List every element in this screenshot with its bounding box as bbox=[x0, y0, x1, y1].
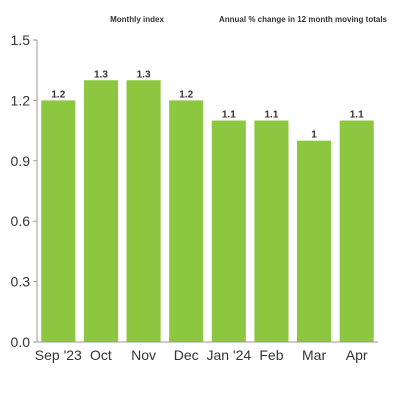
bar bbox=[41, 100, 76, 343]
data-label: 1 bbox=[311, 130, 317, 141]
data-label: 1.2 bbox=[51, 89, 65, 100]
bar bbox=[126, 80, 161, 343]
y-tick-label: 1.5 bbox=[11, 32, 31, 48]
bar bbox=[254, 120, 289, 343]
x-tick-label: Dec bbox=[174, 347, 199, 363]
data-label: 1.1 bbox=[350, 110, 364, 121]
y-axis: 0.0 0.3 0.6 0.9 1.2 1.5 bbox=[11, 32, 38, 350]
y-tick-label: 1.2 bbox=[11, 92, 31, 108]
x-tick-label: Sep '23 bbox=[35, 347, 82, 363]
data-label: 1.1 bbox=[222, 110, 236, 121]
bar bbox=[169, 100, 204, 343]
x-tick-label: Oct bbox=[90, 347, 112, 363]
data-label: 1.2 bbox=[179, 89, 193, 100]
y-tick-label: 0.3 bbox=[11, 274, 31, 290]
y-tick-label: 0.0 bbox=[11, 334, 31, 350]
header-right-label: Annual % change in 12 month moving total… bbox=[219, 15, 388, 24]
x-tick-label: Mar bbox=[302, 347, 326, 363]
y-tick-label: 0.6 bbox=[11, 213, 31, 229]
bar bbox=[297, 140, 332, 342]
x-axis: Sep '23 Oct Nov Dec Jan '24 Feb Mar Apr bbox=[35, 341, 378, 363]
x-tick-label: Nov bbox=[131, 347, 156, 363]
header-left-label: Monthly index bbox=[110, 15, 164, 24]
bar bbox=[83, 80, 118, 343]
data-label: 1.3 bbox=[94, 69, 108, 80]
bar bbox=[339, 120, 374, 343]
x-tick-label: Jan '24 bbox=[206, 347, 251, 363]
bars: 1.2 1.3 1.3 1.2 1.1 1.1 1 1.1 bbox=[41, 69, 374, 343]
x-tick-label: Feb bbox=[259, 347, 283, 363]
x-tick-label: Apr bbox=[346, 347, 368, 363]
data-label: 1.1 bbox=[264, 110, 278, 121]
data-label: 1.3 bbox=[137, 69, 151, 80]
y-tick-label: 0.9 bbox=[11, 153, 31, 169]
bar bbox=[211, 120, 246, 343]
